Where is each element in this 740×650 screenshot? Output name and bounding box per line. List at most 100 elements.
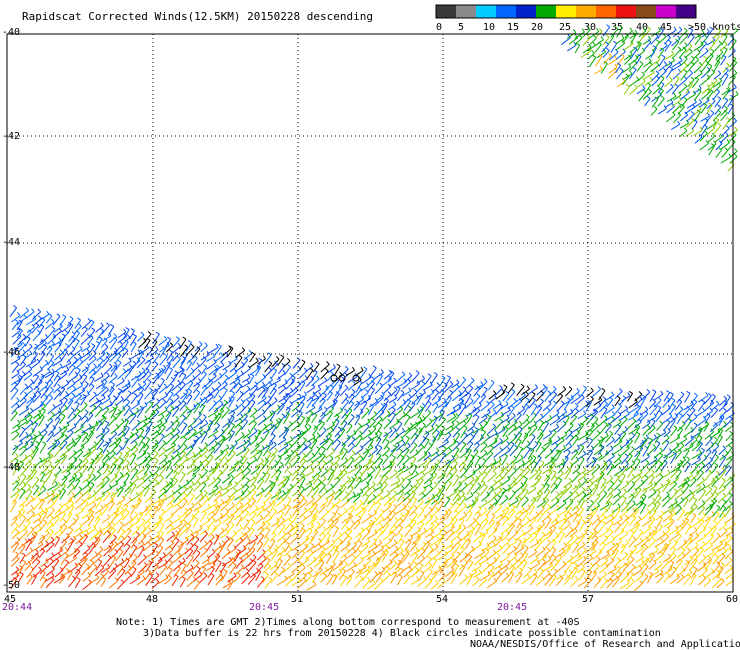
wind-barb-flag <box>43 519 48 523</box>
wind-barb-flag <box>87 318 92 322</box>
wind-barb <box>339 444 346 454</box>
wind-barb-flag <box>217 381 222 386</box>
wind-barb <box>388 472 398 480</box>
wind-barb <box>530 529 540 536</box>
wind-barb <box>395 442 406 452</box>
wind-barb <box>31 311 41 320</box>
wind-barb-flag <box>83 402 88 406</box>
wind-barb-flag <box>464 482 468 486</box>
wind-barb <box>429 539 440 547</box>
wind-barb-flag <box>204 468 208 472</box>
wind-barb-flag <box>162 439 167 444</box>
wind-barb-flag <box>159 544 164 548</box>
wind-barb-flag <box>78 458 83 462</box>
wind-barb <box>101 375 110 383</box>
wind-barb-flag <box>245 552 249 557</box>
wind-barb <box>424 428 434 435</box>
wind-barb-flag <box>425 437 430 441</box>
wind-barb <box>54 538 61 548</box>
wind-barb <box>396 451 404 460</box>
wind-barb-flag <box>392 496 396 500</box>
wind-barb <box>479 559 488 565</box>
wind-barb-flag <box>231 450 236 454</box>
wind-barb <box>128 414 137 425</box>
wind-barb-flag <box>51 326 56 330</box>
wind-barb <box>254 439 264 447</box>
wind-barb <box>54 456 66 464</box>
wind-barb <box>291 550 299 559</box>
wind-barb <box>207 575 215 586</box>
wind-barb <box>298 525 305 534</box>
wind-barb-flag <box>506 552 510 557</box>
wind-barb <box>241 388 251 396</box>
wind-barb <box>479 460 487 469</box>
wind-barb-flag <box>203 371 207 375</box>
wind-barb-flag <box>527 574 531 579</box>
wind-barb <box>171 480 178 489</box>
wind-barb-flag <box>106 490 111 494</box>
wind-barb-flag <box>143 554 147 558</box>
wind-barb-flag <box>414 433 418 437</box>
wind-barb-flag <box>421 555 426 559</box>
wind-barb-flag <box>267 352 272 356</box>
wind-barb <box>75 475 83 482</box>
wind-barb <box>473 444 480 453</box>
wind-barb <box>360 568 370 575</box>
wind-barb-flag <box>510 441 515 445</box>
wind-barb-flag <box>237 572 241 576</box>
wind-barb <box>277 483 285 494</box>
wind-barb-flag <box>260 532 264 537</box>
wind-barb-flag <box>236 460 240 465</box>
wind-barb-flag <box>309 510 313 515</box>
wind-barb <box>199 484 207 493</box>
wind-barb <box>180 354 189 365</box>
wind-barb <box>271 478 279 487</box>
wind-barb-flag <box>468 510 473 514</box>
wind-barb-flag <box>65 391 69 395</box>
wind-barb <box>347 416 355 426</box>
wind-barb-flag <box>308 572 313 576</box>
wind-barb-flag <box>491 513 495 517</box>
wind-barb-flag <box>230 513 235 517</box>
wind-barb <box>31 448 39 459</box>
wind-barb <box>186 572 194 581</box>
wind-barb-flag <box>207 503 211 508</box>
wind-barb <box>144 473 153 483</box>
wind-barb <box>318 505 326 514</box>
wind-barb <box>380 484 388 492</box>
wind-barb <box>208 346 219 354</box>
colorbar-swatch <box>596 5 616 18</box>
wind-barb-flag <box>277 417 282 421</box>
wind-barb <box>331 500 341 508</box>
wind-barb <box>151 581 160 590</box>
wind-barb <box>507 400 517 410</box>
wind-barb <box>179 358 187 369</box>
wind-barb <box>430 438 437 448</box>
wind-barb <box>474 525 482 536</box>
wind-barb <box>129 336 137 347</box>
wind-barb-flag <box>120 345 125 350</box>
wind-barb <box>480 520 489 530</box>
wind-barb-flag <box>90 514 95 518</box>
wind-barb <box>128 363 137 374</box>
wind-barb <box>515 471 524 481</box>
wind-barb <box>179 407 189 418</box>
wind-barb-flag <box>337 512 341 517</box>
wind-barb-flag <box>63 404 68 409</box>
wind-barb <box>158 524 165 534</box>
wind-barb <box>40 513 48 524</box>
wind-barb-flag <box>301 527 306 531</box>
wind-barb-flag <box>478 470 483 475</box>
wind-barb-flag <box>212 477 217 481</box>
wind-barb <box>138 443 146 454</box>
wind-barb-flag <box>326 361 330 365</box>
wind-barb-flag <box>182 414 187 418</box>
wind-barb <box>473 485 482 495</box>
wind-barb-flag <box>217 442 222 446</box>
wind-barb <box>18 517 27 528</box>
wind-barb <box>486 488 494 497</box>
wind-barb-flag <box>51 464 55 469</box>
wind-barb <box>12 482 20 492</box>
wind-barb <box>486 544 496 552</box>
wind-barb-flag <box>271 538 276 542</box>
